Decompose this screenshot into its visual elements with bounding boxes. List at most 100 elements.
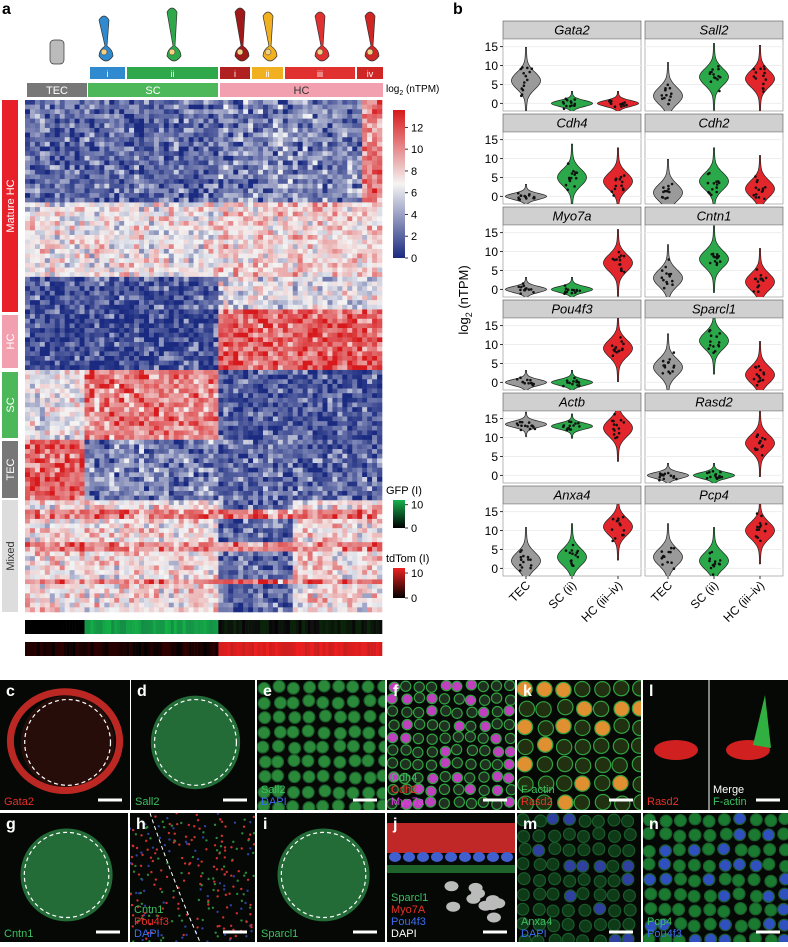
heatmap-cell [367,248,373,254]
heatmap-cell [54,360,61,366]
heatmap-cell [243,225,249,231]
heatmap-cell [292,304,299,310]
heatmap-cell [168,416,175,422]
heatmap-cell [69,262,75,268]
heatmap-cell [129,230,135,236]
heatmap-cell [64,225,70,231]
heatmap-cell [29,160,36,166]
heatmap-cell [317,295,323,301]
heatmap-cell [282,332,289,338]
heatmap-cell [302,207,308,212]
heatmap-cell [193,109,199,115]
heatmap-cell [64,290,70,296]
heatmap-cell [372,365,378,371]
heatmap-cell [163,369,170,375]
heatmap-cell [173,351,180,357]
heatmap-cell [312,388,318,394]
heatmap-cell [114,314,120,320]
heatmap-cell [352,267,358,273]
heatmap-cell [104,337,110,343]
heatmap-cell [114,328,120,334]
heatmap-cell [277,276,284,282]
heatmap-cell [29,193,36,199]
row-group-bar [2,441,18,498]
heatmap-cell [228,300,234,306]
heatmap-cell [173,318,180,324]
heatmap-cell [307,356,313,361]
heatmap-cell [74,360,80,366]
heatmap-cell [59,100,65,105]
heatmap-cell [139,118,145,124]
heatmap-cell [139,174,145,180]
heatmap-cell [228,202,234,208]
heatmap-cell [64,253,70,259]
heatmap-cell [272,174,279,180]
heatmap-cell [272,365,279,371]
heatmap-cell [322,165,328,171]
heatmap-cell [44,397,51,403]
heatmap-cell [357,123,363,129]
heatmap-cell [158,360,165,366]
heatmap-cell [277,388,284,394]
heatmap-cell [34,379,41,385]
heatmap-cell [253,267,259,273]
heatmap-cell [134,151,140,157]
heatmap-cell [49,407,56,413]
heatmap-cell [129,155,135,161]
heatmap-cell [153,165,160,171]
heatmap-cell [39,407,46,413]
heatmap-cell [74,127,80,133]
heatmap-cell [29,197,36,203]
heatmap-cell [218,295,224,301]
heatmap-cell [367,221,373,226]
heatmap-cell [198,234,204,240]
heatmap-cell [134,272,140,278]
heatmap-cell [148,137,155,143]
heatmap-cell [297,109,303,115]
heatmap-cell [89,342,95,347]
heatmap-cell [322,295,328,301]
heatmap-cell [332,146,338,152]
heatmap-cell [208,188,214,194]
heatmap-cell [372,300,378,306]
heatmap-cell [228,337,234,343]
heatmap-cell [89,248,95,254]
heatmap-cell [342,160,348,166]
heatmap-cell [297,356,303,361]
heatmap-cell [243,123,249,129]
heatmap-cell [69,365,75,371]
heatmap-cell [287,318,294,324]
heatmap-cell [312,332,318,338]
heatmap-cell [307,169,313,175]
heatmap-cell [173,337,180,343]
heatmap-cell [193,216,199,222]
heatmap-cell [312,374,318,380]
heatmap-cell [248,188,254,194]
heatmap-cell [362,262,368,268]
heatmap-cell [292,328,299,334]
group-label: TEC [46,85,68,97]
heatmap-cell [327,225,333,231]
heatmap-cell [168,225,175,231]
heatmap-cell [129,234,135,240]
heatmap-cell [307,221,313,226]
heatmap-cell [277,234,284,240]
heatmap-cell [39,253,46,259]
heatmap-cell [327,360,333,366]
heatmap-cell [129,118,135,124]
heatmap-cell [158,379,165,385]
heatmap-cell [272,342,279,347]
heatmap-cell [183,118,189,124]
heatmap-cell [297,286,303,292]
heatmap-cell [44,342,51,347]
heatmap-cell [54,239,61,245]
heatmap-cell [307,332,313,338]
subgroup-label: ii [171,69,175,79]
heatmap-cell [253,258,259,264]
heatmap-cell [49,118,56,124]
heatmap-cell [134,356,140,361]
heatmap-cell [34,346,41,352]
heatmap-cell [173,295,180,301]
heatmap-cell [332,318,338,324]
heatmap-cell [347,342,353,347]
